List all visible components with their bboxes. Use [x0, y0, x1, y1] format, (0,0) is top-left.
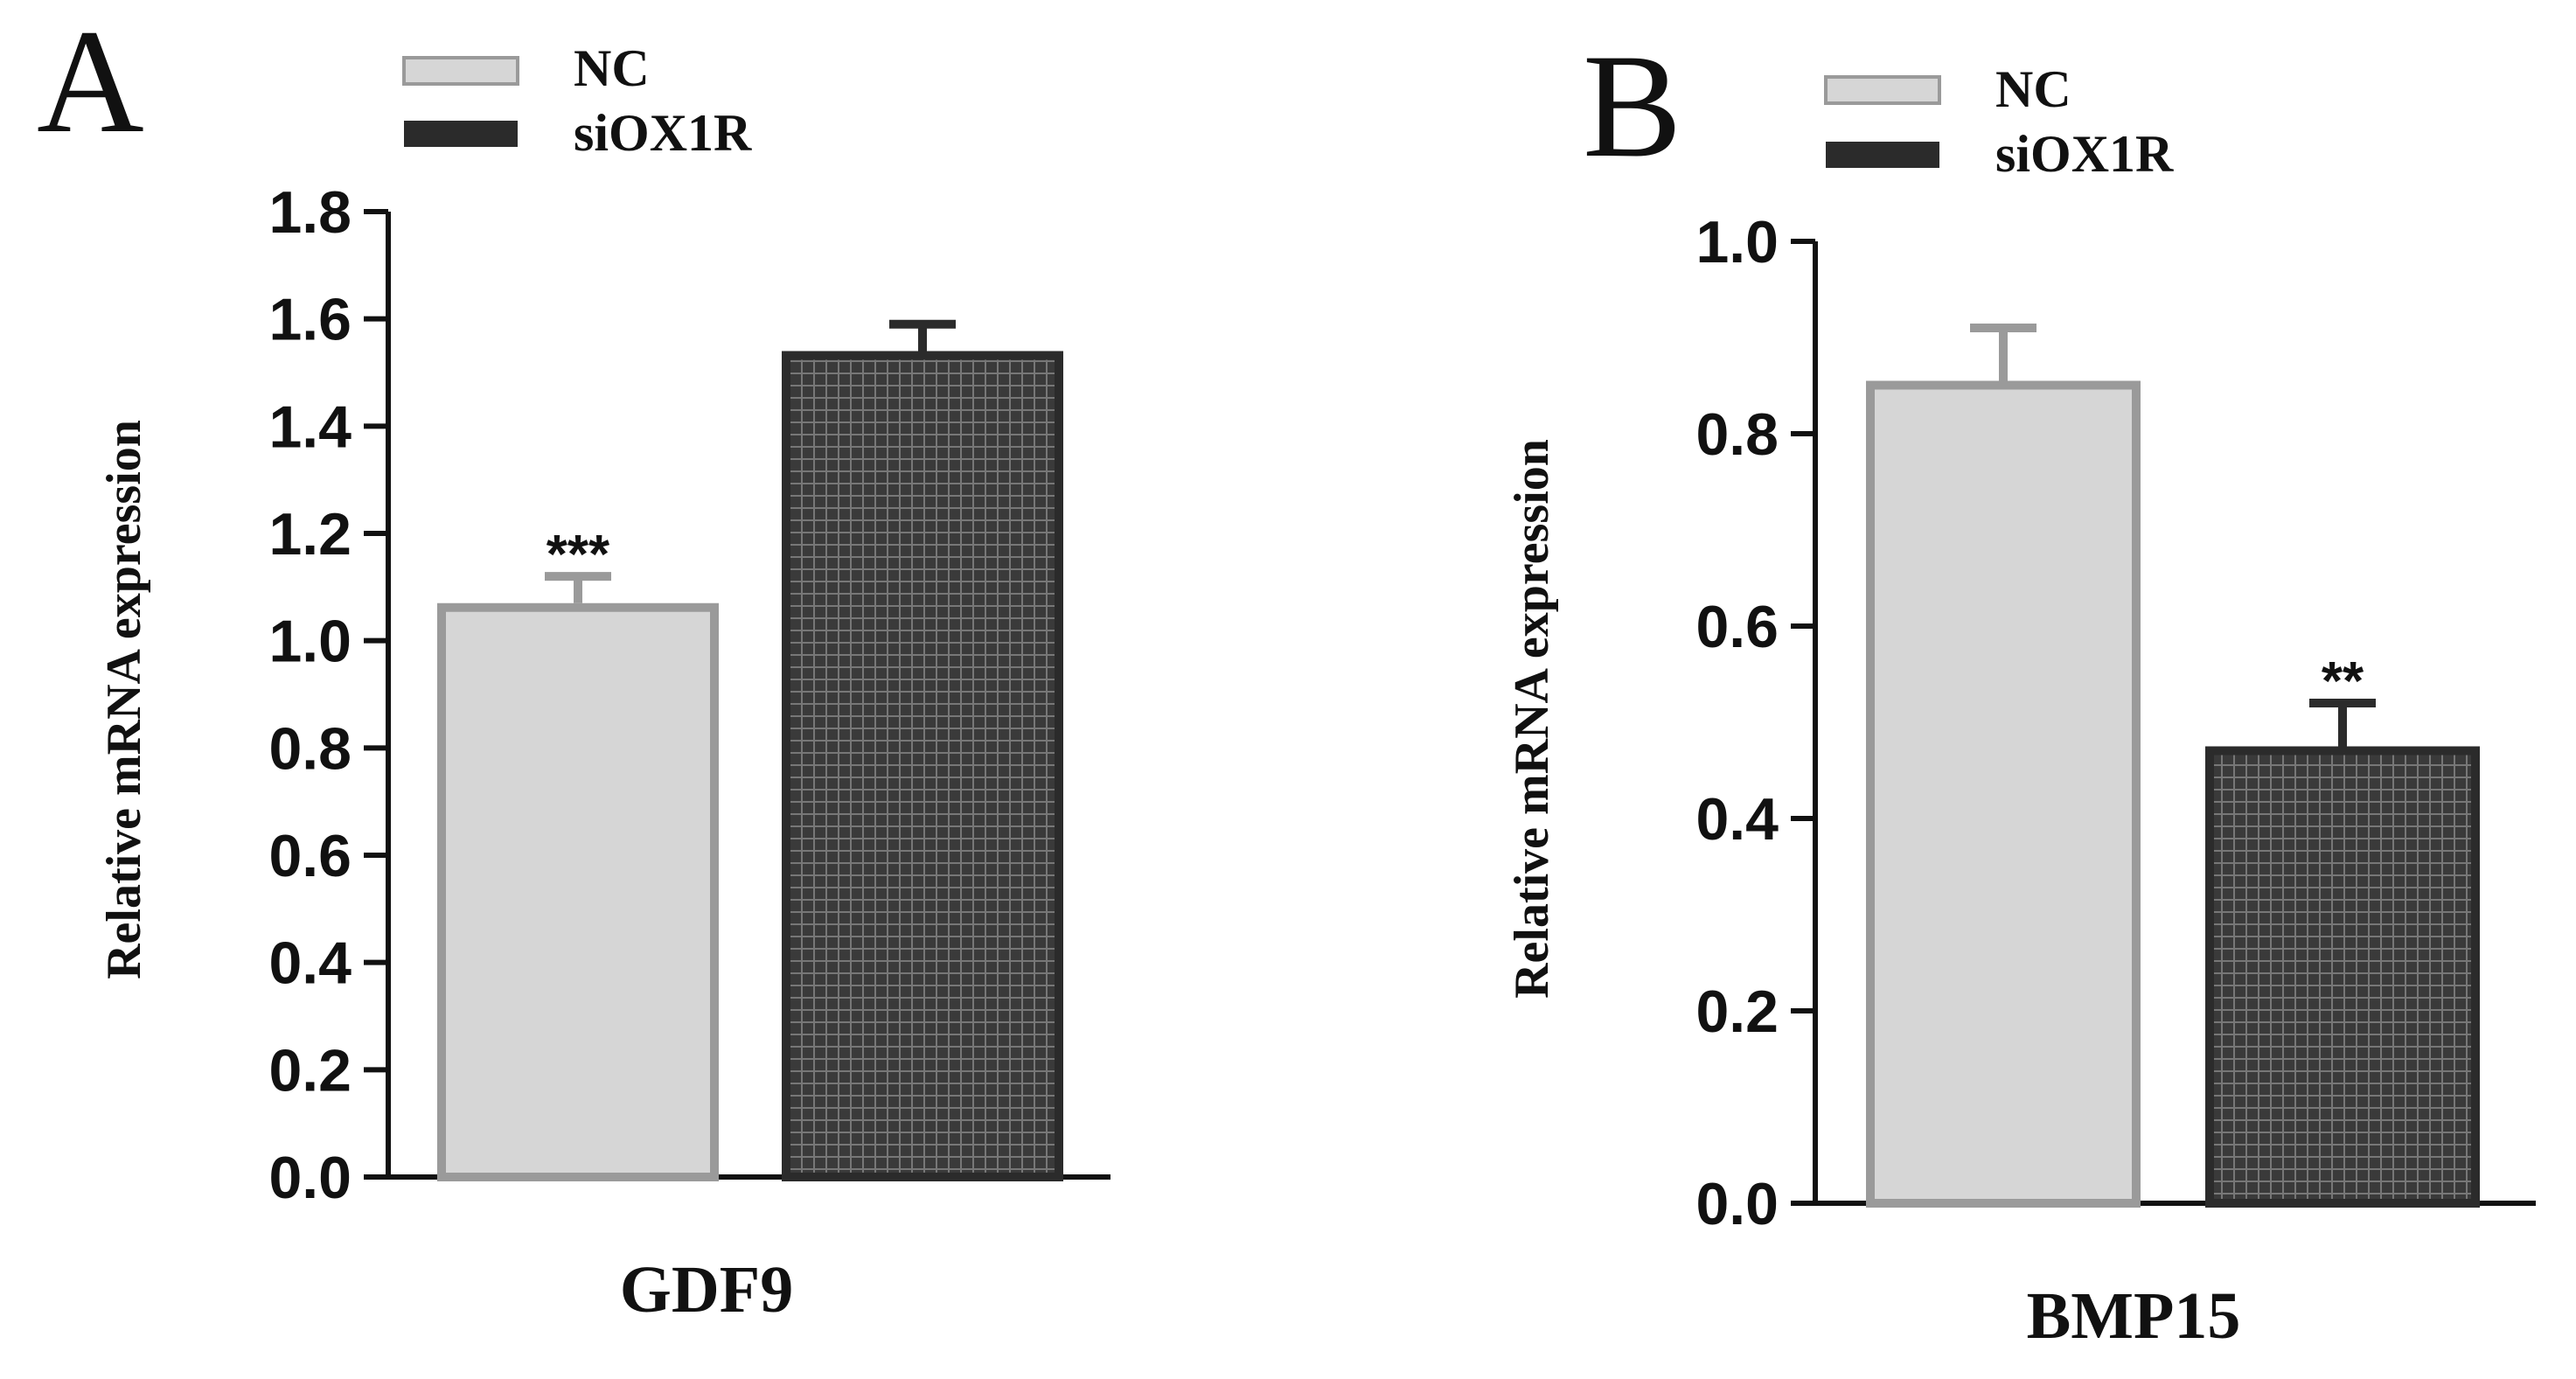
significance-a-nc: ***	[547, 525, 610, 585]
x-axis-label-b: BMP15	[2027, 1279, 2241, 1353]
panel-b: B NC siOX1R Relative mRNA expression 0.0…	[1505, 24, 2536, 1353]
panel-a: A NC siOX1R Relative mRNA expression 0.0…	[37, 0, 1110, 1327]
y-tick-label-b-1: 0.2	[1695, 979, 1779, 1045]
y-tick-label-a-1: 0.2	[268, 1037, 352, 1104]
y-tick-label-a-0: 0.0	[268, 1145, 352, 1211]
y-tick-label-a-2: 0.4	[268, 930, 352, 997]
legend-b-nc-swatch	[1824, 75, 1941, 105]
panel-a-letter: A	[37, 0, 144, 164]
legend-b-si-label: siOX1R	[1995, 125, 2174, 183]
legend-a-si-swatch	[404, 121, 518, 147]
y-tick-label-a-7: 1.4	[268, 394, 352, 460]
bar-b-nc	[1866, 380, 2141, 1208]
bars-b: **	[1866, 324, 2480, 1208]
y-tick-label-b-3: 0.6	[1695, 594, 1779, 660]
panel-b-letter: B	[1583, 24, 1681, 188]
bars-a: ***	[437, 319, 1063, 1181]
legend-a: NC siOX1R	[402, 39, 752, 162]
y-tick-label-b-5: 1.0	[1695, 209, 1779, 275]
bar-a-siox1r	[782, 351, 1063, 1181]
x-axis-label-a: GDF9	[620, 1253, 793, 1327]
y-tick-label-a-6: 1.2	[268, 501, 352, 568]
y-axis-label-a: Relative mRNA expression	[97, 420, 151, 979]
y-axis-ticks-b: 0.0 0.2 0.4 0.6 0.8 1.0	[1695, 209, 1815, 1237]
y-axis-label-b: Relative mRNA expression	[1505, 439, 1559, 999]
y-tick-label-a-4: 0.8	[268, 715, 352, 782]
y-tick-label-a-5: 1.0	[268, 609, 352, 675]
legend-a-si-label: siOX1R	[574, 104, 752, 162]
y-tick-label-b-2: 0.4	[1695, 786, 1779, 853]
legend-a-nc-label: NC	[574, 39, 650, 97]
bar-a-nc	[437, 602, 719, 1181]
y-tick-label-a-8: 1.6	[268, 287, 352, 353]
y-tick-label-a-9: 1.8	[268, 179, 352, 246]
y-axis-ticks-a: 0.0 0.2 0.4 0.6 0.8 1.0 1.2 1.4 1.6 1.8	[268, 179, 388, 1211]
legend-b-nc-label: NC	[1995, 60, 2071, 118]
bar-b-siox1r	[2205, 746, 2480, 1208]
legend-b: NC siOX1R	[1824, 60, 2174, 183]
y-tick-label-b-0: 0.0	[1695, 1171, 1779, 1237]
y-tick-label-b-4: 0.8	[1695, 401, 1779, 468]
legend-b-si-swatch	[1826, 142, 1939, 168]
legend-a-nc-swatch	[402, 56, 519, 86]
y-tick-label-a-3: 0.6	[268, 823, 352, 889]
significance-b-siox1r: **	[2322, 651, 2364, 712]
